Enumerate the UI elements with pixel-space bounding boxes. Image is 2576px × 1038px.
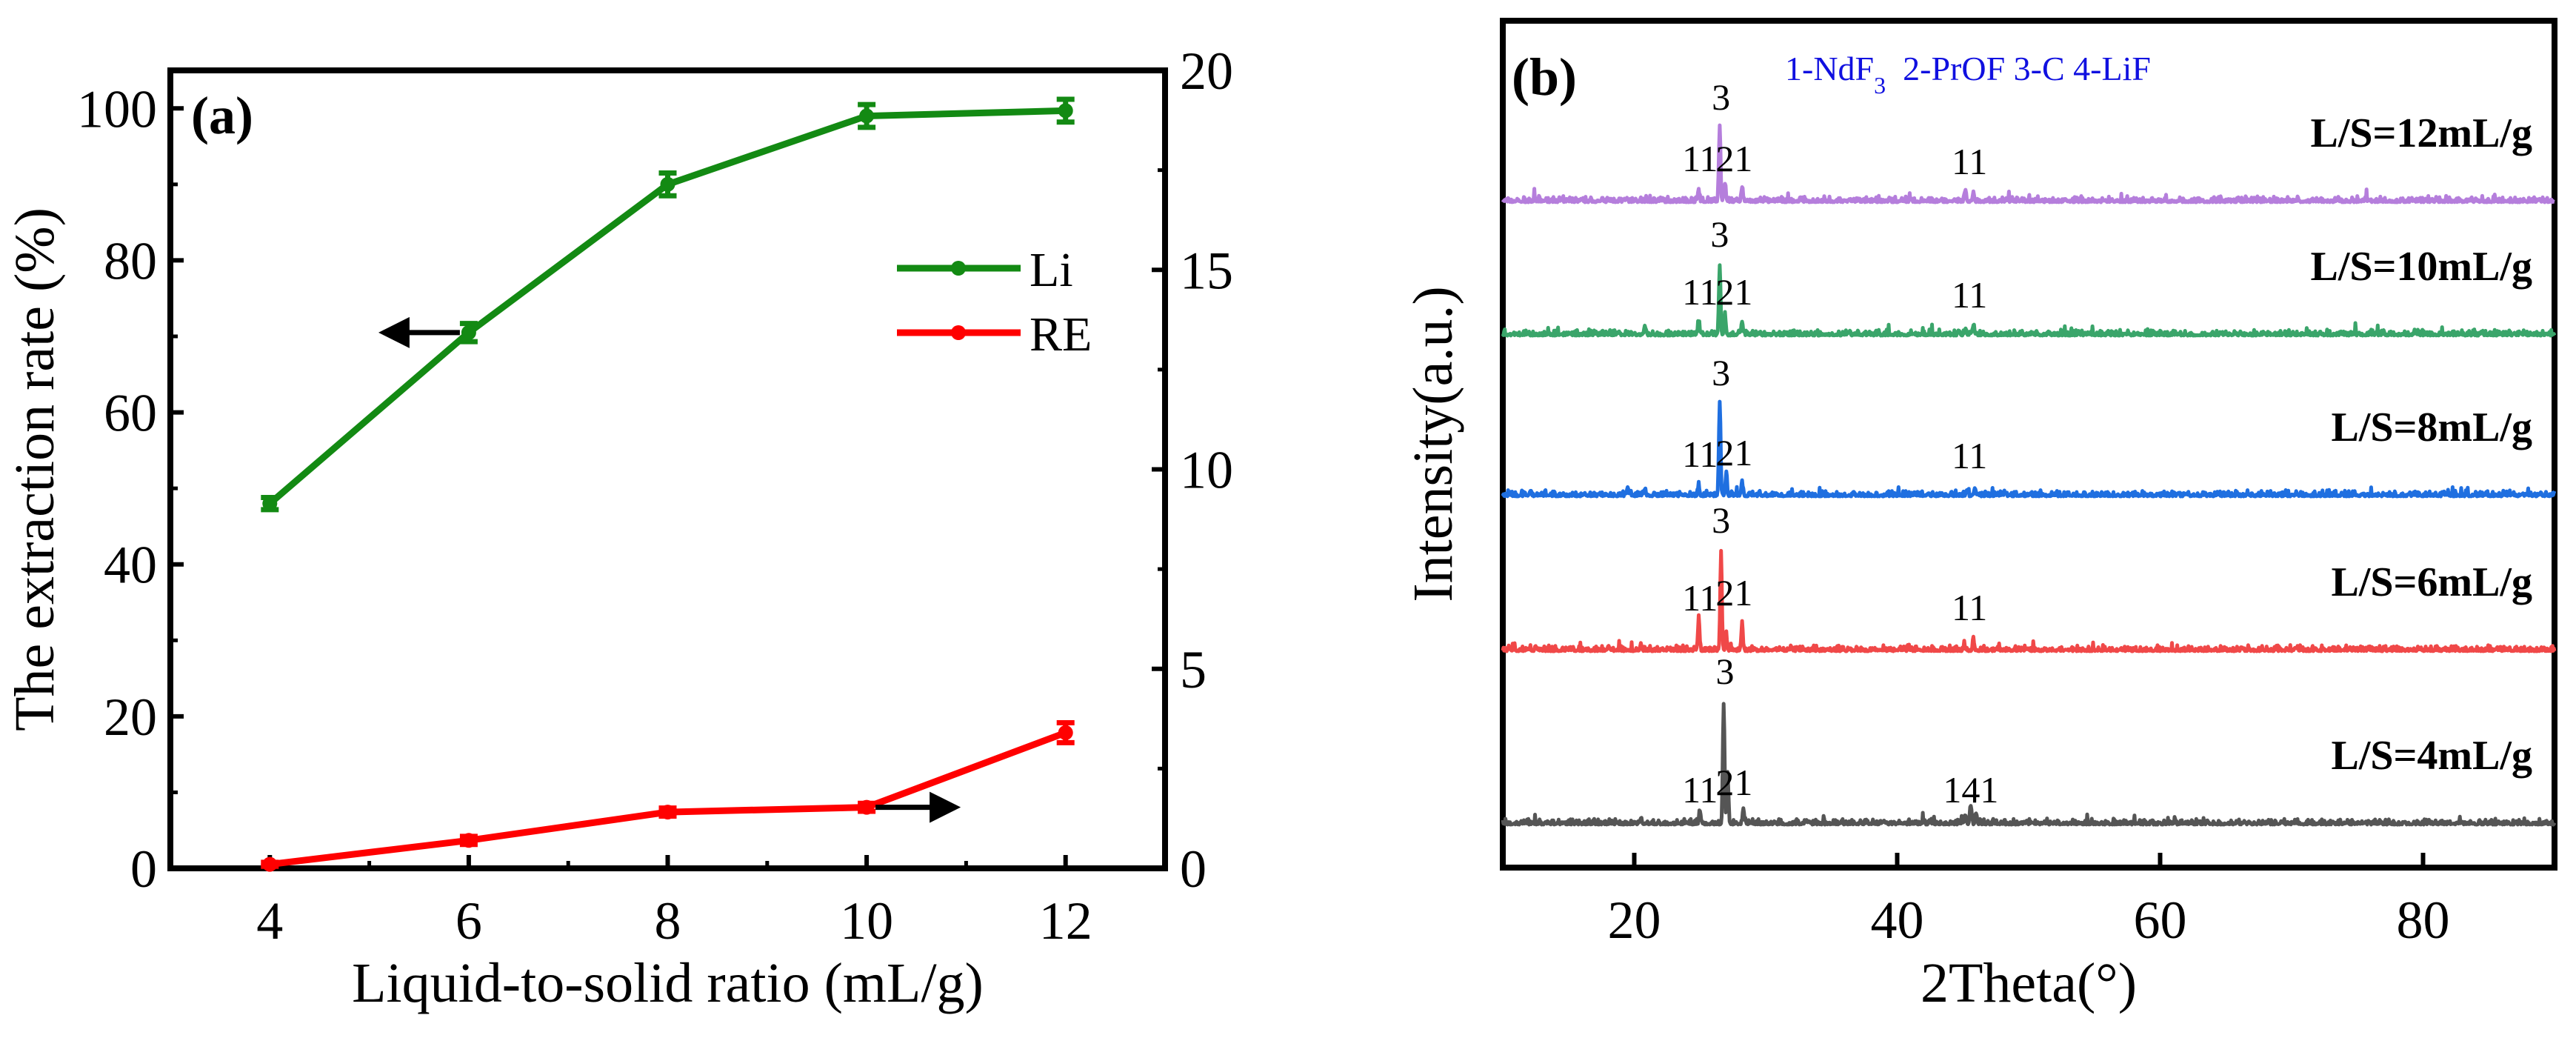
peak-label: 11 xyxy=(1952,435,1987,476)
data-point xyxy=(461,325,476,340)
peak-label: 21 xyxy=(1715,432,1752,473)
peak-label: 11 xyxy=(1682,433,1718,475)
x-tick-label: 40 xyxy=(1871,891,1924,950)
phase-legend-subscript: 3 xyxy=(1874,72,1886,99)
y-axis-label: Intensity(a.u.) xyxy=(1402,286,1464,602)
peak-label: 21 xyxy=(1715,572,1752,613)
y-right-tick-label: 10 xyxy=(1180,441,1233,500)
sample-label: L/S=8mL/g xyxy=(2331,405,2532,450)
x-tick-label: 80 xyxy=(2397,891,2450,950)
data-point xyxy=(262,856,278,872)
y-left-tick-label: 20 xyxy=(104,688,157,747)
peak-label: 3 xyxy=(1715,651,1734,692)
data-point xyxy=(660,805,675,820)
peak-label: 11 xyxy=(1682,769,1718,811)
series-line-re xyxy=(269,729,1067,868)
data-point xyxy=(262,496,278,511)
xrd-pattern-4 xyxy=(1501,702,2557,827)
peak-label: 3 xyxy=(1712,76,1730,118)
data-point xyxy=(660,176,675,192)
x-axis-label: Liquid-to-solid ratio (mL/g) xyxy=(352,952,984,1014)
data-point xyxy=(461,833,476,848)
data-point xyxy=(859,108,875,124)
y-axis-label: The extraction rate (%) xyxy=(4,207,66,731)
y-left-tick-label: 80 xyxy=(104,231,157,290)
xrd-pattern-3 xyxy=(1501,548,2557,653)
phase-legend: 1-NdF3 2-PrOF 3-C 4-LiF xyxy=(1785,50,2151,99)
panel-label: (a) xyxy=(191,86,253,145)
peak-label: 3 xyxy=(1710,213,1729,255)
legend-label: RE xyxy=(1030,307,1092,362)
peak-label: 11 xyxy=(1682,271,1718,313)
peak-label: 21 xyxy=(1715,271,1752,313)
sample-label: L/S=12mL/g xyxy=(2310,110,2532,156)
y-right-tick-label: 0 xyxy=(1180,839,1207,899)
y-right-tick-label: 15 xyxy=(1180,241,1233,300)
phase-legend-text: 1-NdF xyxy=(1785,50,1874,87)
y-left-tick-label: 0 xyxy=(130,839,157,899)
peak-label: 3 xyxy=(1712,352,1730,393)
data-point xyxy=(1058,103,1073,119)
peak-label: 11 xyxy=(1682,577,1718,619)
panel-b-xrd-chart: 20 40 60 80 2Theta(°) Intensity(a.u.) (b) 1-NdF… xyxy=(1402,18,2557,1014)
sample-label: L/S=4mL/g xyxy=(2331,733,2532,779)
xrd-pattern-0 xyxy=(1501,123,2556,204)
xrd-pattern-1 xyxy=(1501,263,2557,338)
x-tick-label: 8 xyxy=(655,891,681,951)
y-left-tick-label: 60 xyxy=(104,384,157,443)
x-tick-label: 6 xyxy=(456,891,482,951)
plot-frame xyxy=(1500,18,2557,871)
x-tick-label: 20 xyxy=(1608,891,1661,950)
x-tick-label: 4 xyxy=(256,891,283,951)
data-point xyxy=(1058,725,1073,740)
data-point xyxy=(859,799,875,815)
y-left-tick-label: 40 xyxy=(104,536,157,595)
y-right-tick-label: 20 xyxy=(1180,41,1233,101)
peak-label: 11 xyxy=(1952,141,1987,182)
sample-label: L/S=6mL/g xyxy=(2331,559,2532,605)
peak-label: 21 xyxy=(1715,138,1752,179)
phase-legend-text: 2-PrOF 3-C 4-LiF xyxy=(1886,50,2151,87)
peak-label: 21 xyxy=(1715,762,1752,803)
legend-label: Li xyxy=(1030,243,1073,297)
x-tick-label: 10 xyxy=(840,891,893,951)
peak-label: 11 xyxy=(1952,274,1987,316)
y-left-tick-label: 100 xyxy=(77,79,157,139)
x-axis-label: 2Theta(°) xyxy=(1921,952,2137,1014)
x-tick-label: 12 xyxy=(1039,891,1092,951)
series-line-li xyxy=(267,107,1066,507)
y-right-tick-label: 5 xyxy=(1180,640,1207,699)
xrd-pattern-2 xyxy=(1501,399,2557,499)
x-tick-label: 60 xyxy=(2134,891,2187,950)
sample-label: L/S=10mL/g xyxy=(2310,244,2532,290)
legend-marker xyxy=(951,325,966,340)
peak-label: 141 xyxy=(1943,769,1998,811)
peak-label: 11 xyxy=(1952,587,1987,628)
legend-marker xyxy=(951,261,966,276)
peak-label: 11 xyxy=(1682,138,1718,179)
panel-a-extraction-chart: 4 6 8 10 12 0 20 40 60 80 100 0 5 10 15 20 Liquid-to-sol… xyxy=(4,41,1233,1014)
panel-label: (b) xyxy=(1512,47,1577,107)
peak-label: 3 xyxy=(1712,499,1730,541)
